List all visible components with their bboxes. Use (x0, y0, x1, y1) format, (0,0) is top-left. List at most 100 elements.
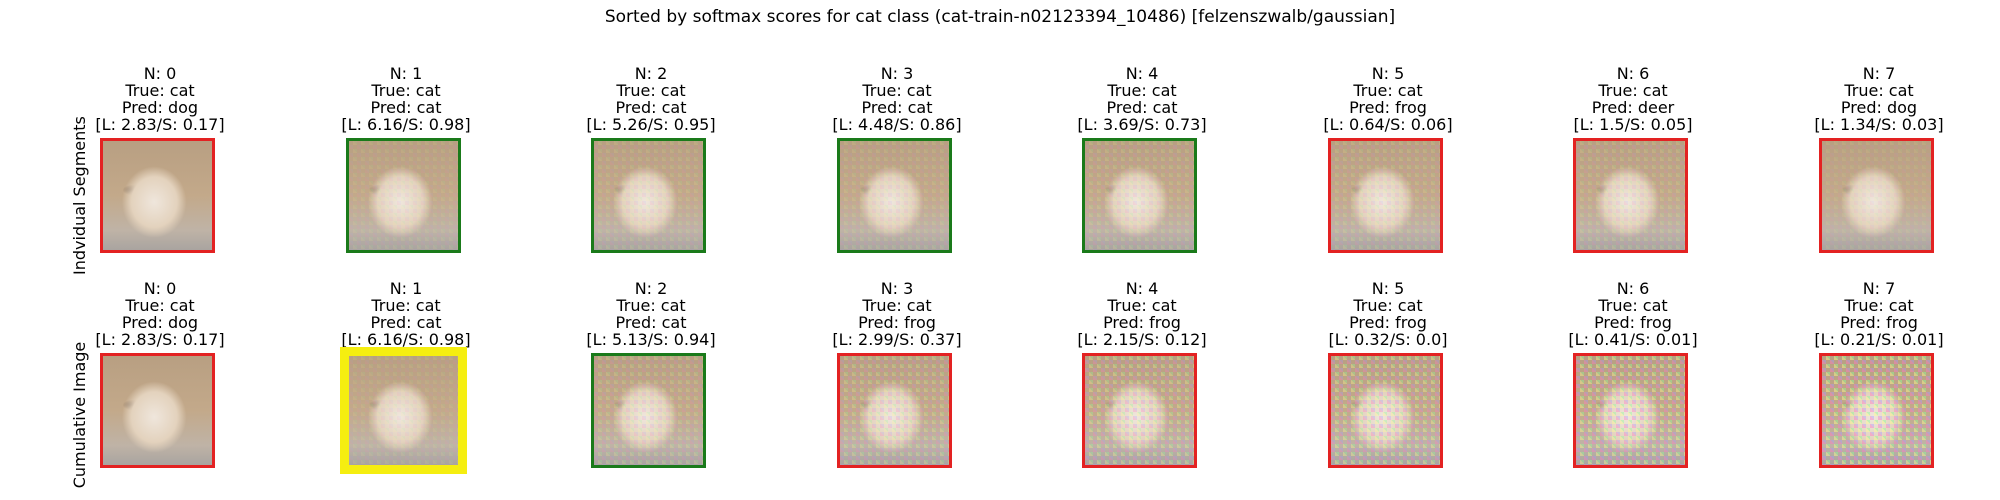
true-label: True: cat (862, 296, 932, 315)
segment-index: N: 7 (1862, 279, 1896, 298)
segment-index: N: 1 (389, 64, 423, 83)
true-label: True: cat (371, 296, 441, 315)
logit-softmax-scores: [L: 0.32/S: 0.0] (1328, 330, 1448, 349)
cat-thumbnail (837, 138, 952, 253)
true-label: True: cat (1353, 296, 1423, 315)
panel-caption: N: 7 True: cat Pred: frog [L: 0.21/S: 0.01] (1779, 280, 1979, 348)
cat-thumbnail (1819, 138, 1934, 253)
logit-softmax-scores: [L: 1.34/S: 0.03] (1814, 115, 1944, 134)
image-panel: N: 7 True: cat Pred: frog [L: 0.21/S: 0.01] (1779, 280, 1979, 495)
cat-thumbnail (837, 353, 952, 468)
perturbation-overlay (1576, 356, 1685, 465)
cat-thumbnail (100, 138, 215, 253)
true-label: True: cat (862, 81, 932, 100)
logit-softmax-scores: [L: 5.13/S: 0.94] (586, 330, 716, 349)
logit-softmax-scores: [L: 2.99/S: 0.37] (832, 330, 962, 349)
logit-softmax-scores: [L: 6.16/S: 0.98] (341, 330, 471, 349)
true-label: True: cat (616, 296, 686, 315)
segment-index: N: 4 (1125, 64, 1159, 83)
panel-caption: N: 4 True: cat Pred: frog [L: 2.15/S: 0.12] (1042, 280, 1242, 348)
predicted-label: Pred: cat (370, 313, 442, 332)
segment-index: N: 6 (1616, 279, 1650, 298)
cat-thumbnail (591, 138, 706, 253)
perturbation-overlay (840, 356, 949, 465)
panel-caption: N: 3 True: cat Pred: cat [L: 4.48/S: 0.86] (797, 65, 997, 133)
panel-caption: N: 1 True: cat Pred: cat [L: 6.16/S: 0.98] (306, 280, 506, 348)
perturbation-overlay (1085, 141, 1194, 250)
logit-softmax-scores: [L: 4.48/S: 0.86] (832, 115, 962, 134)
perturbation-overlay (1822, 141, 1931, 250)
true-label: True: cat (125, 296, 195, 315)
image-panel: N: 4 True: cat Pred: cat [L: 3.69/S: 0.73] (1042, 65, 1242, 280)
logit-softmax-scores: [L: 2.83/S: 0.17] (95, 115, 225, 134)
image-panel: N: 6 True: cat Pred: frog [L: 0.41/S: 0.01] (1533, 280, 1733, 495)
panel-caption: N: 2 True: cat Pred: cat [L: 5.13/S: 0.94] (551, 280, 751, 348)
perturbation-overlay (840, 141, 949, 250)
true-label: True: cat (616, 81, 686, 100)
predicted-label: Pred: frog (858, 313, 936, 332)
image-panel: N: 3 True: cat Pred: cat [L: 4.48/S: 0.86] (797, 65, 997, 280)
logit-softmax-scores: [L: 2.83/S: 0.17] (95, 330, 225, 349)
predicted-label: Pred: cat (861, 98, 933, 117)
perturbation-overlay (1822, 356, 1931, 465)
image-panel: N: 6 True: cat Pred: deer [L: 1.5/S: 0.05] (1533, 65, 1733, 280)
cat-thumbnail (591, 353, 706, 468)
perturbation-overlay (1576, 141, 1685, 250)
image-panel: N: 1 True: cat Pred: cat [L: 6.16/S: 0.98] (306, 280, 506, 495)
panel-caption: N: 6 True: cat Pred: deer [L: 1.5/S: 0.05] (1533, 65, 1733, 133)
logit-softmax-scores: [L: 3.69/S: 0.73] (1077, 115, 1207, 134)
perturbation-overlay (1331, 356, 1440, 465)
predicted-label: Pred: cat (1106, 98, 1178, 117)
true-label: True: cat (1844, 81, 1914, 100)
segment-index: N: 2 (634, 279, 668, 298)
predicted-label: Pred: cat (615, 98, 687, 117)
logit-softmax-scores: [L: 1.5/S: 0.05] (1573, 115, 1693, 134)
cat-thumbnail (346, 138, 461, 253)
segment-index: N: 5 (1371, 64, 1405, 83)
image-panel: N: 5 True: cat Pred: frog [L: 0.32/S: 0.0] (1288, 280, 1488, 495)
segment-index: N: 0 (143, 64, 177, 83)
panel-caption: N: 1 True: cat Pred: cat [L: 6.16/S: 0.98] (306, 65, 506, 133)
predicted-label: Pred: cat (615, 313, 687, 332)
segment-index: N: 3 (880, 64, 914, 83)
panel-caption: N: 2 True: cat Pred: cat [L: 5.26/S: 0.95] (551, 65, 751, 133)
image-panel: N: 7 True: cat Pred: dog [L: 1.34/S: 0.03] (1779, 65, 1979, 280)
predicted-label: Pred: frog (1349, 98, 1427, 117)
cat-thumbnail (1328, 138, 1443, 253)
panel-caption: N: 7 True: cat Pred: dog [L: 1.34/S: 0.03] (1779, 65, 1979, 133)
predicted-label: Pred: cat (370, 98, 442, 117)
logit-softmax-scores: [L: 5.26/S: 0.95] (586, 115, 716, 134)
true-label: True: cat (1598, 81, 1668, 100)
cat-thumbnail (1328, 353, 1443, 468)
cat-thumbnail (1573, 353, 1688, 468)
true-label: True: cat (125, 81, 195, 100)
predicted-label: Pred: dog (121, 98, 199, 117)
segment-index: N: 0 (143, 279, 177, 298)
predicted-label: Pred: dog (1840, 98, 1918, 117)
panel-caption: N: 4 True: cat Pred: cat [L: 3.69/S: 0.73] (1042, 65, 1242, 133)
segment-index: N: 1 (389, 279, 423, 298)
image-panel: N: 0 True: cat Pred: dog [L: 2.83/S: 0.17] (60, 280, 260, 495)
predicted-label: Pred: deer (1591, 98, 1675, 117)
panel-caption: N: 5 True: cat Pred: frog [L: 0.32/S: 0.0] (1288, 280, 1488, 348)
perturbation-overlay (349, 356, 458, 465)
cat-thumbnail (1082, 138, 1197, 253)
figure-title: Sorted by softmax scores for cat class (… (604, 7, 1396, 27)
predicted-label: Pred: dog (121, 313, 199, 332)
logit-softmax-scores: [L: 0.21/S: 0.01] (1814, 330, 1944, 349)
logit-softmax-scores: [L: 0.64/S: 0.06] (1323, 115, 1453, 134)
image-panel: N: 3 True: cat Pred: frog [L: 2.99/S: 0.37] (797, 280, 997, 495)
perturbation-overlay (594, 141, 703, 250)
logit-softmax-scores: [L: 2.15/S: 0.12] (1077, 330, 1207, 349)
true-label: True: cat (371, 81, 441, 100)
image-panel: N: 5 True: cat Pred: frog [L: 0.64/S: 0.06] (1288, 65, 1488, 280)
logit-softmax-scores: [L: 0.41/S: 0.01] (1568, 330, 1698, 349)
panel-caption: N: 6 True: cat Pred: frog [L: 0.41/S: 0.01] (1533, 280, 1733, 348)
predicted-label: Pred: frog (1840, 313, 1918, 332)
true-label: True: cat (1107, 81, 1177, 100)
perturbation-overlay (1085, 356, 1194, 465)
predicted-label: Pred: frog (1594, 313, 1672, 332)
image-panel: N: 0 True: cat Pred: dog [L: 2.83/S: 0.17] (60, 65, 260, 280)
predicted-label: Pred: frog (1103, 313, 1181, 332)
true-label: True: cat (1353, 81, 1423, 100)
